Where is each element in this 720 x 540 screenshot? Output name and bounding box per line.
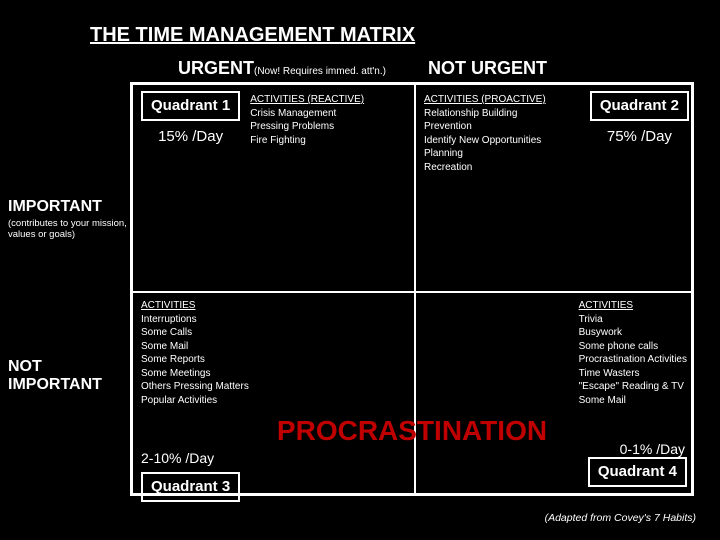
quadrant-2-pct: 75% /Day — [607, 127, 672, 147]
q4-activity-item: Procrastination Activities — [579, 353, 687, 367]
q4-activity-item: Some Mail — [579, 394, 687, 408]
row-header-not-important-line2: IMPORTANT — [8, 376, 102, 393]
quadrant-1-pct: 15% /Day — [158, 127, 223, 147]
q3-activity-item: Popular Activities — [141, 394, 406, 408]
q1-activity-item: Pressing Problems — [250, 120, 364, 134]
matrix-grid: Quadrant 1 15% /Day ACTIVITIES (REACTIVE… — [130, 82, 694, 496]
q3-activity-item: Some Reports — [141, 353, 406, 367]
row-header-important-sub: (contributes to your mission, values or … — [8, 218, 133, 241]
quadrant-2-activities: ACTIVITIES (PROACTIVE) Relationship Buil… — [424, 91, 546, 174]
q3-activity-item: Interruptions — [141, 313, 406, 327]
q2-activity-item: Planning — [424, 147, 546, 161]
q3-activity-item: Some Calls — [141, 326, 406, 340]
quadrant-3: ACTIVITIES Interruptions Some Calls Some… — [133, 293, 414, 499]
procrastination-label: PROCRASTINATION — [277, 415, 547, 447]
q4-activity-item: "Escape" Reading & TV — [579, 380, 687, 394]
quadrant-4: ACTIVITIES Trivia Busywork Some phone ca… — [416, 293, 697, 499]
quadrant-4-activities: ACTIVITIES Trivia Busywork Some phone ca… — [579, 299, 687, 407]
q2-activity-item: Recreation — [424, 161, 546, 175]
q3-activity-item: Some Meetings — [141, 367, 406, 381]
page-title: THE TIME MANAGEMENT MATRIX — [90, 24, 415, 47]
q2-activity-item: Relationship Building — [424, 107, 546, 121]
row-header-not-important: NOT IMPORTANT — [8, 358, 102, 393]
q1-activity-item: Crisis Management — [250, 107, 364, 121]
q2-activity-item: Prevention — [424, 120, 546, 134]
quadrant-2-badge: Quadrant 2 — [590, 91, 689, 121]
quadrant-4-activities-header: ACTIVITIES — [579, 299, 687, 313]
quadrant-2: ACTIVITIES (PROACTIVE) Relationship Buil… — [416, 85, 697, 291]
column-header-urgent-sub: (Now! Requires immed. att'n.) — [254, 66, 386, 77]
quadrant-2-activities-header: ACTIVITIES (PROACTIVE) — [424, 93, 546, 107]
column-header-not-urgent: NOT URGENT — [428, 58, 547, 79]
quadrant-3-activities-header: ACTIVITIES — [141, 299, 406, 313]
row-header-important: IMPORTANT — [8, 198, 102, 216]
q2-activity-item: Identify New Opportunities — [424, 134, 546, 148]
quadrant-3-pct: 2-10% /Day — [141, 449, 406, 468]
quadrant-3-activities: ACTIVITIES Interruptions Some Calls Some… — [141, 299, 406, 407]
quadrant-1-activities: ACTIVITIES (REACTIVE) Crisis Management … — [250, 91, 364, 148]
column-header-urgent-label: URGENT — [178, 58, 254, 78]
row-header-not-important-line1: NOT — [8, 358, 42, 375]
q4-activity-item: Time Wasters — [579, 367, 687, 381]
q3-activity-item: Others Pressing Matters — [141, 380, 406, 394]
q3-activity-item: Some Mail — [141, 340, 406, 354]
q4-activity-item: Some phone calls — [579, 340, 687, 354]
quadrant-4-badge: Quadrant 4 — [588, 457, 687, 487]
quadrant-1: Quadrant 1 15% /Day ACTIVITIES (REACTIVE… — [133, 85, 414, 291]
q1-activity-item: Fire Fighting — [250, 134, 364, 148]
q4-activity-item: Trivia — [579, 313, 687, 327]
quadrant-3-badge: Quadrant 3 — [141, 472, 240, 502]
footer-attribution: (Adapted from Covey's 7 Habits) — [545, 512, 696, 524]
q4-activity-item: Busywork — [579, 326, 687, 340]
quadrant-1-badge: Quadrant 1 — [141, 91, 240, 121]
quadrant-1-activities-header: ACTIVITIES (REACTIVE) — [250, 93, 364, 107]
column-header-urgent: URGENT(Now! Requires immed. att'n.) — [178, 58, 386, 79]
